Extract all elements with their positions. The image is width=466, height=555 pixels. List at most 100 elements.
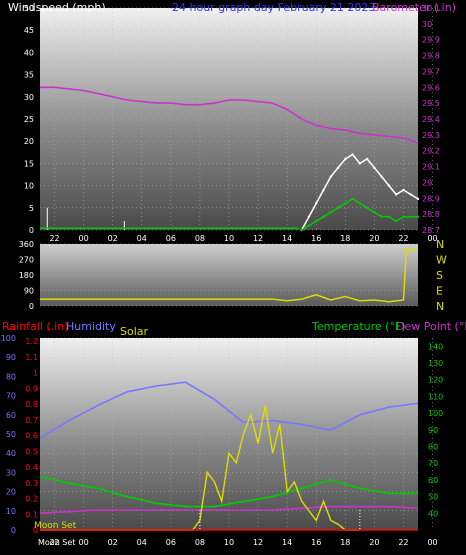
wind-gust-point — [373, 166, 376, 170]
barometer-tick-label: 29.4 — [422, 115, 440, 124]
temperature-tick-label: 120 — [428, 376, 443, 385]
wind-average-point — [373, 211, 376, 214]
rain-tick-label: 0.2 — [25, 495, 38, 504]
wind-tick-label: 5 — [29, 204, 34, 213]
barometer-tick-label: 29.9 — [422, 36, 440, 45]
barometer-axis-label: Barometer (.in) — [372, 1, 456, 14]
weather-x-tick-label: 10 — [224, 538, 234, 547]
rain-tick-label: 0.9 — [25, 384, 38, 393]
wind-x-tick-label: 22 — [398, 234, 408, 243]
weather-x-tick-label: 08 — [195, 538, 205, 547]
wind-x-tick-label: 00 — [427, 234, 437, 243]
rain-tick-label: 0.3 — [25, 479, 38, 488]
solar-legend: Solar — [120, 325, 149, 338]
humidity-line — [39, 381, 419, 439]
wind-gust-point — [322, 188, 325, 192]
compass-label: E — [436, 285, 443, 298]
wind-average-point — [402, 215, 405, 218]
temperature-tick-label: 60 — [428, 476, 438, 485]
wind-tick-label: 50 — [24, 4, 34, 13]
humidity-tick-label: 10 — [6, 507, 16, 516]
solar-line — [40, 405, 360, 531]
wind-x-tick-label: 08 — [195, 234, 205, 243]
temperature-tick-label: 130 — [428, 359, 443, 368]
dewpoint-legend: Dew Point (°F) — [396, 320, 466, 333]
barometer-tick-label: 29.5 — [422, 99, 440, 108]
wind-x-tick-label: 18 — [340, 234, 350, 243]
barometer-tick-label: 28.8 — [422, 210, 440, 219]
temperature-tick-label: 40 — [428, 509, 438, 518]
barometer-tick-label: 29.6 — [422, 83, 440, 92]
temperature-tick-label: 110 — [428, 392, 443, 401]
compass-label: N — [436, 300, 444, 313]
barometer-line — [40, 86, 419, 144]
weather-x-tick-label: 00 — [427, 538, 437, 547]
wind-average-point — [329, 211, 332, 214]
wind-x-tick-label: 10 — [224, 234, 234, 243]
temperature-tick-label: 70 — [428, 459, 438, 468]
wind-average-point — [394, 219, 398, 223]
barometer-tick-label: 29.3 — [422, 131, 440, 140]
wind-axis-label: Windspeed (mph) — [8, 1, 106, 14]
wind-average-point — [416, 215, 420, 218]
humidity-legend: Humidity — [66, 320, 116, 333]
temperature-tick-label: 100 — [428, 409, 443, 418]
wind-gust-point — [365, 157, 369, 161]
weather-x-tick-label: 20 — [369, 538, 379, 547]
wind-average-point — [387, 215, 391, 218]
humidity-tick-label: 90 — [6, 353, 16, 362]
weather-x-tick-label: 16 — [311, 538, 321, 547]
compass-label: S — [436, 269, 443, 282]
humidity-tick-label: 60 — [6, 411, 16, 420]
rain-tick-label: 0.7 — [25, 416, 38, 425]
wind-gust-point — [358, 162, 362, 165]
weather-x-tick-label: 18 — [340, 538, 350, 547]
chart-title: 24 hour graph day February 21 2023 — [172, 1, 375, 14]
rain-tick-label: 1 — [33, 369, 38, 378]
barometer-tick-label: 29.8 — [422, 52, 440, 61]
wind-x-tick-label: 06 — [166, 234, 176, 243]
wind-x-tick-label: 20 — [369, 234, 379, 243]
weather-x-tick-label: 02 — [108, 538, 118, 547]
wind-tick-label: 10 — [24, 182, 34, 191]
wind-tick-label: 15 — [24, 159, 34, 168]
wind-gust-point — [394, 193, 398, 196]
wind-gust-point — [416, 197, 420, 201]
direction-tick-label: 270 — [19, 256, 34, 265]
temperature-tick-label: 80 — [428, 443, 438, 452]
wind-tick-label: 45 — [24, 26, 34, 35]
moon-set-axis-label: Moon Set — [38, 538, 75, 547]
wind-x-tick-label: 02 — [108, 234, 118, 243]
humidity-tick-label: 50 — [6, 430, 16, 439]
wind-tick-label: 0 — [29, 226, 34, 235]
temperature-tick-label: 140 — [428, 342, 443, 351]
wind-x-tick-label: 12 — [253, 234, 263, 243]
rain-tick-label: 0.6 — [25, 432, 38, 441]
temperature-tick-label: 90 — [428, 426, 438, 435]
wind-average-point — [336, 206, 340, 209]
wind-average-point — [322, 215, 325, 218]
wind-gust-point — [315, 202, 318, 205]
wind-gust-point — [387, 184, 391, 187]
humidity-tick-label: 20 — [6, 488, 16, 497]
wind-average-point — [315, 219, 318, 223]
wind-x-tick-label: 22 — [49, 234, 59, 243]
wind-tick-label: 40 — [24, 48, 34, 57]
humidity-tick-label: 100 — [1, 334, 16, 343]
wind-gust-point — [351, 153, 354, 156]
wind-tick-label: 35 — [24, 71, 34, 80]
wind-x-tick-label: 04 — [137, 234, 147, 243]
rainfall-legend: Rainfall (.in) — [2, 320, 69, 333]
wind-average-point — [409, 215, 412, 218]
weather-x-tick-label: 12 — [253, 538, 263, 547]
temperature-legend: Temperature (°F) — [311, 320, 406, 333]
wind-gust-point — [409, 193, 412, 196]
direction-tick-label: 0 — [29, 302, 34, 311]
barometer-tick-label: 28.7 — [422, 226, 440, 235]
wind-x-tick-label: 14 — [282, 234, 292, 243]
barometer-tick-label: 30.1 — [422, 4, 440, 13]
rain-tick-label: 0.8 — [25, 400, 38, 409]
wind-average-point — [344, 202, 347, 205]
wind-x-tick-label: 00 — [79, 234, 89, 243]
